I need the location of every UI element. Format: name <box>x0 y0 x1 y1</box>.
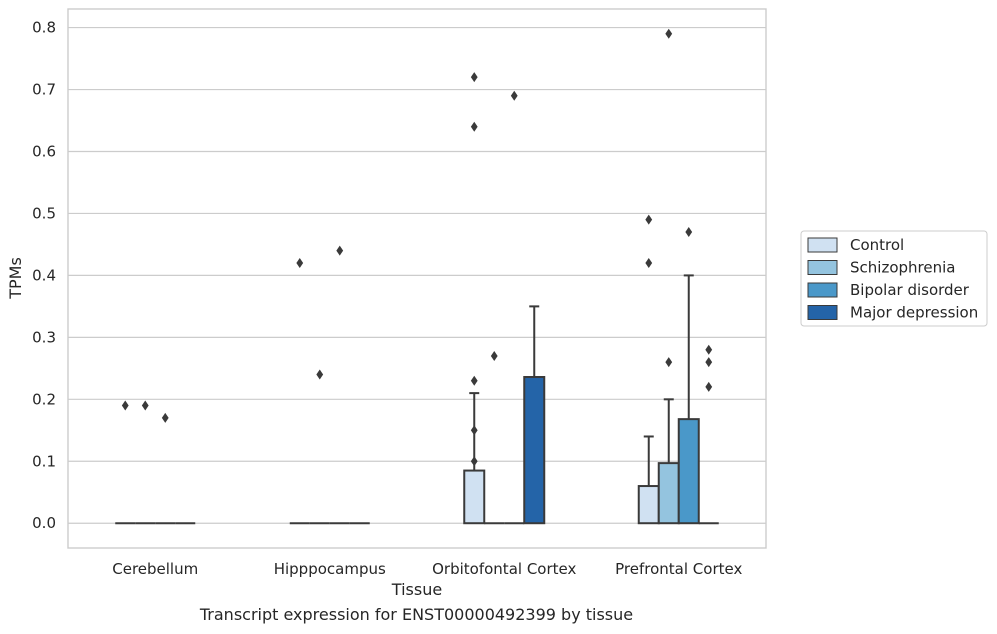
bar <box>637 485 660 525</box>
y-tick-label: 0.4 <box>32 266 56 284</box>
y-tick-label: 0.6 <box>32 142 56 160</box>
outlier-point <box>705 381 713 392</box>
bar <box>677 418 700 525</box>
legend-label: Schizophrenia <box>850 259 955 277</box>
plot-frame <box>67 8 767 549</box>
figure-caption: Transcript expression for ENST0000049239… <box>199 605 634 624</box>
outlier-point <box>121 400 129 411</box>
x-tick-label: Hipppocampus <box>274 560 386 578</box>
grid-lines <box>68 26 766 524</box>
outlier-point <box>490 350 498 361</box>
y-tick-label: 0.0 <box>32 514 56 532</box>
outlier-point <box>665 28 673 39</box>
x-tick-label: Orbitofontal Cortex <box>432 560 576 578</box>
legend-label: Major depression <box>850 304 978 322</box>
bar <box>463 469 486 525</box>
outlier-point <box>645 258 653 269</box>
y-tick-label: 0.5 <box>32 204 56 222</box>
outlier-point <box>665 357 673 368</box>
legend-label: Control <box>850 236 904 254</box>
outlier-point <box>645 214 653 225</box>
outlier-point <box>705 357 713 368</box>
bar <box>523 376 546 525</box>
y-axis-label: TPMs <box>6 257 25 300</box>
outlier-point <box>705 344 713 355</box>
legend-label: Bipolar disorder <box>850 281 970 299</box>
outlier-point <box>685 227 693 238</box>
outlier-point <box>336 245 344 256</box>
x-axis-ticks: Cerebellum Hipppocampus Orbitofontal Corte… <box>112 560 742 578</box>
outlier-point <box>296 258 304 269</box>
legend-box <box>800 230 988 327</box>
outlier-point <box>470 121 478 132</box>
outlier-point <box>316 369 324 380</box>
x-tick-label: Cerebellum <box>112 560 198 578</box>
legend-swatch <box>807 282 838 298</box>
outlier-point <box>470 72 478 83</box>
outlier-point <box>510 90 518 101</box>
y-tick-label: 0.2 <box>32 390 56 408</box>
y-tick-label: 0.7 <box>32 81 56 99</box>
outlier-point <box>470 456 478 467</box>
legend-swatch <box>807 237 838 253</box>
bars-layer <box>115 28 719 525</box>
legend-swatch <box>807 260 838 275</box>
y-tick-label: 0.8 <box>32 19 56 37</box>
outlier-point <box>470 425 478 436</box>
y-axis-ticks: 0.0 0.1 0.2 0.3 0.4 0.5 0.6 0.7 0.8 <box>32 19 56 533</box>
legend: Control Schizophrenia Bipolar disorder Majo… <box>800 230 988 327</box>
bar <box>657 462 680 525</box>
y-tick-label: 0.3 <box>32 328 56 346</box>
y-tick-label: 0.1 <box>32 452 56 470</box>
legend-swatch <box>807 305 838 320</box>
x-axis-label: Tissue <box>391 580 442 599</box>
outlier-point <box>141 400 149 411</box>
outlier-point <box>161 412 169 423</box>
outlier-point <box>470 375 478 386</box>
x-tick-label: Prefrontal Cortex <box>615 560 742 578</box>
